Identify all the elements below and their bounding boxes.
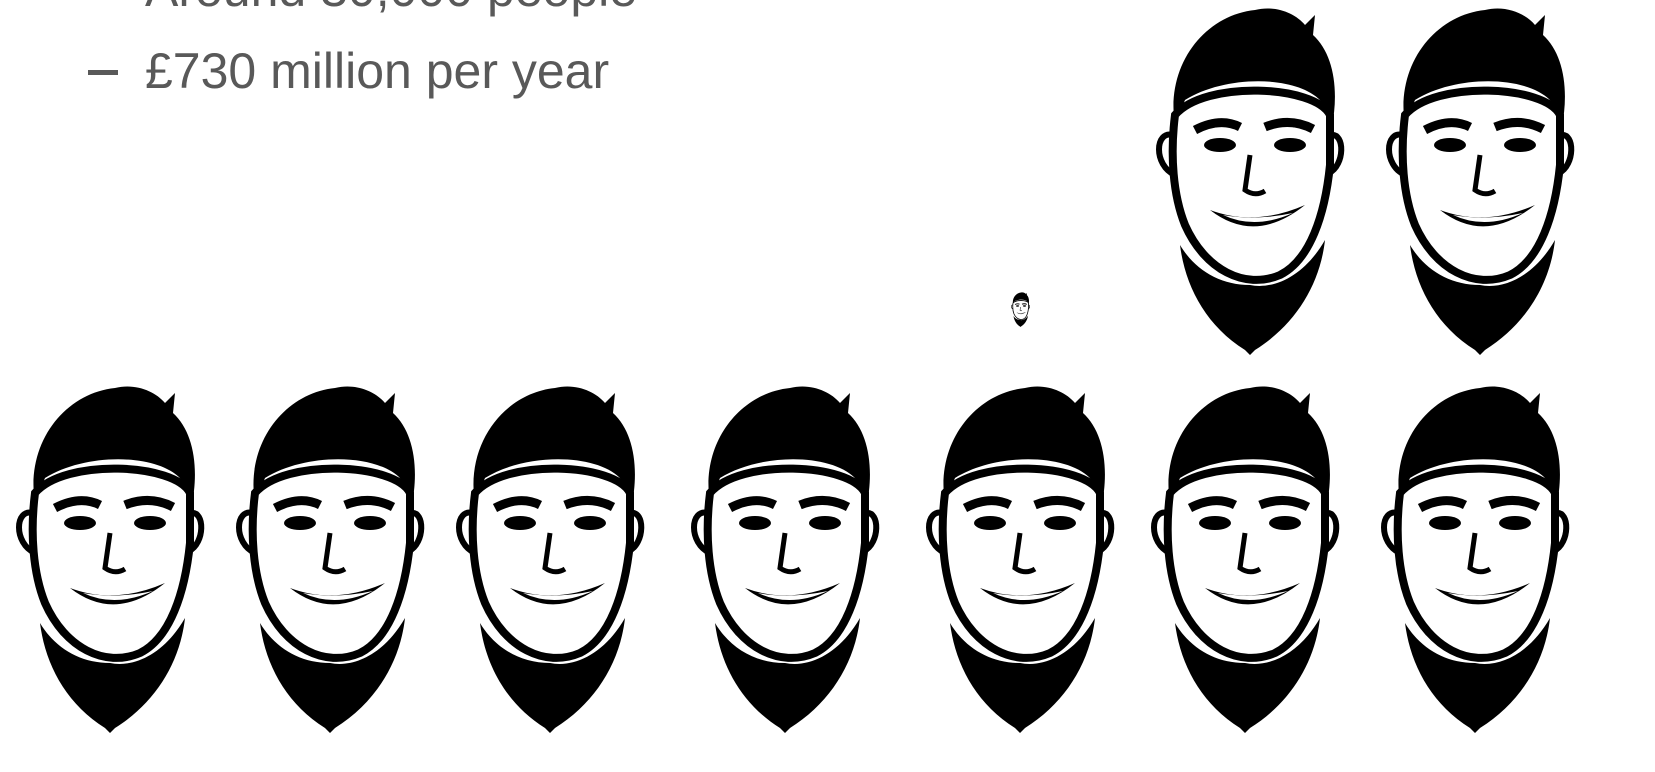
face-image: [1389, 8, 1571, 355]
face-image: [929, 386, 1111, 733]
bullet-text: £730 million per year: [145, 43, 609, 99]
face-image: [239, 386, 421, 733]
face-image: [459, 386, 641, 733]
face-image: [1011, 292, 1029, 327]
face-image: [694, 386, 876, 733]
face-image: [1159, 8, 1341, 355]
bullet-text: Around 30,000 people: [145, 0, 637, 17]
face-image: [1154, 386, 1336, 733]
face-image: [1384, 386, 1566, 733]
bullet-dash: [88, 70, 118, 75]
face-image: [19, 386, 201, 733]
